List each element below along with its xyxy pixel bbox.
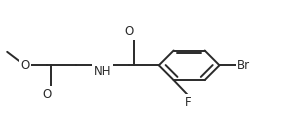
- Text: NH: NH: [94, 65, 111, 78]
- Text: O: O: [42, 88, 51, 101]
- Text: O: O: [20, 59, 30, 72]
- Text: F: F: [185, 96, 192, 109]
- Text: O: O: [125, 25, 134, 38]
- Text: Br: Br: [237, 59, 250, 72]
